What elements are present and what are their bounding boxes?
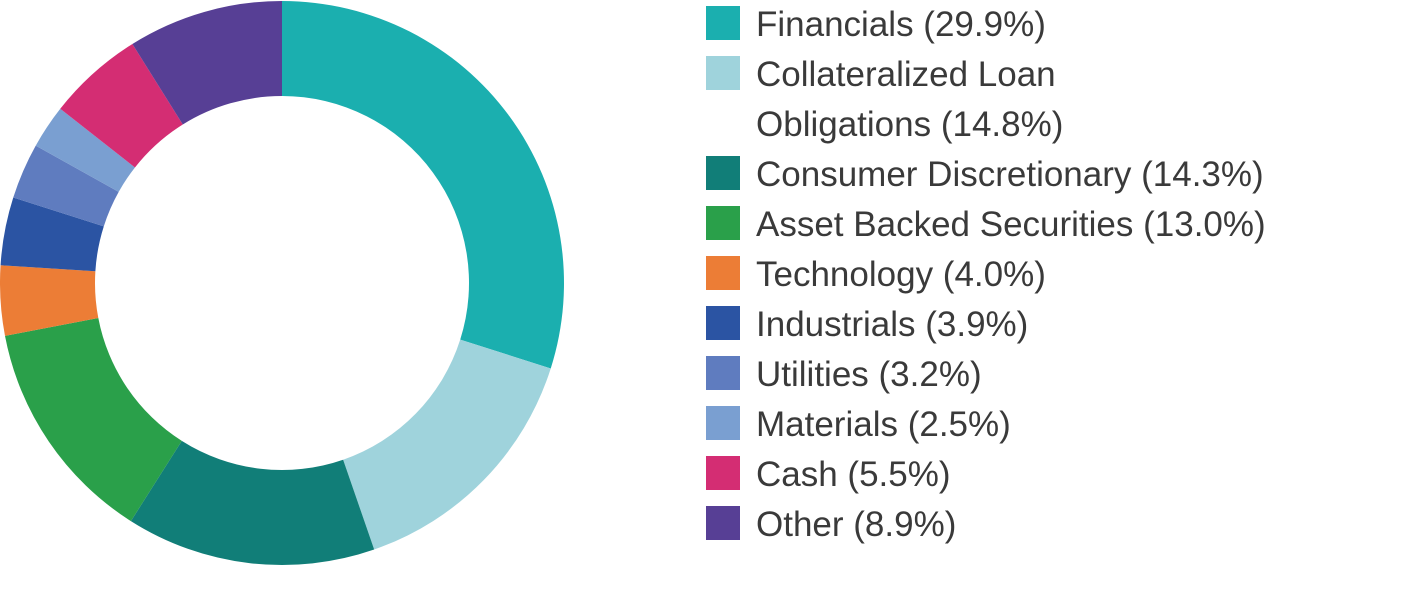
donut-slice-3: [4, 318, 182, 522]
donut-slice-7: [35, 108, 135, 192]
legend-item-1: Collateralized Loan Obligations (14.8%): [706, 50, 1216, 150]
donut-slice-6: [13, 145, 119, 227]
donut-slice-9: [132, 1, 282, 125]
legend-label-9: Other (8.9%): [756, 505, 957, 544]
legend-label-4: Technology (4.0%): [756, 255, 1046, 294]
donut-slice-8: [60, 43, 183, 168]
legend-swatch-2: [706, 156, 740, 190]
donut-chart: [0, 1, 564, 566]
legend-label-0: Financials (29.9%): [756, 5, 1046, 44]
legend-swatch-1: [706, 56, 740, 90]
legend-item-8: Cash (5.5%): [706, 450, 1406, 500]
legend-item-6: Utilities (3.2%): [706, 350, 1406, 400]
legend-swatch-0: [706, 6, 740, 40]
donut-slice-1: [343, 339, 551, 550]
chart-legend: Financials (29.9%) Collateralized Loan Ob…: [706, 0, 1406, 550]
donut-slice-2: [130, 440, 375, 566]
donut-slice-0: [282, 1, 564, 369]
legend-item-9: Other (8.9%): [706, 500, 1406, 550]
donut-slice-4: [0, 265, 99, 336]
legend-swatch-8: [706, 456, 740, 490]
legend-swatch-3: [706, 206, 740, 240]
legend-label-7: Materials (2.5%): [756, 405, 1011, 444]
legend-swatch-5: [706, 306, 740, 340]
legend-swatch-4: [706, 256, 740, 290]
legend-item-3: Asset Backed Securities (13.0%): [706, 200, 1406, 250]
legend-label-2: Consumer Discretionary (14.3%): [756, 155, 1264, 194]
donut-slice-5: [0, 197, 104, 272]
legend-label-3: Asset Backed Securities (13.0%): [756, 205, 1266, 244]
legend-label-8: Cash (5.5%): [756, 455, 951, 494]
legend-item-2: Consumer Discretionary (14.3%): [706, 150, 1406, 200]
legend-swatch-6: [706, 356, 740, 390]
legend-item-7: Materials (2.5%): [706, 400, 1406, 450]
legend-item-5: Industrials (3.9%): [706, 300, 1406, 350]
legend-item-4: Technology (4.0%): [706, 250, 1406, 300]
legend-label-5: Industrials (3.9%): [756, 305, 1029, 344]
legend-swatch-9: [706, 506, 740, 540]
legend-swatch-7: [706, 406, 740, 440]
legend-item-0: Financials (29.9%): [706, 0, 1406, 50]
legend-label-1: Collateralized Loan Obligations (14.8%): [756, 55, 1064, 144]
legend-label-6: Utilities (3.2%): [756, 355, 982, 394]
